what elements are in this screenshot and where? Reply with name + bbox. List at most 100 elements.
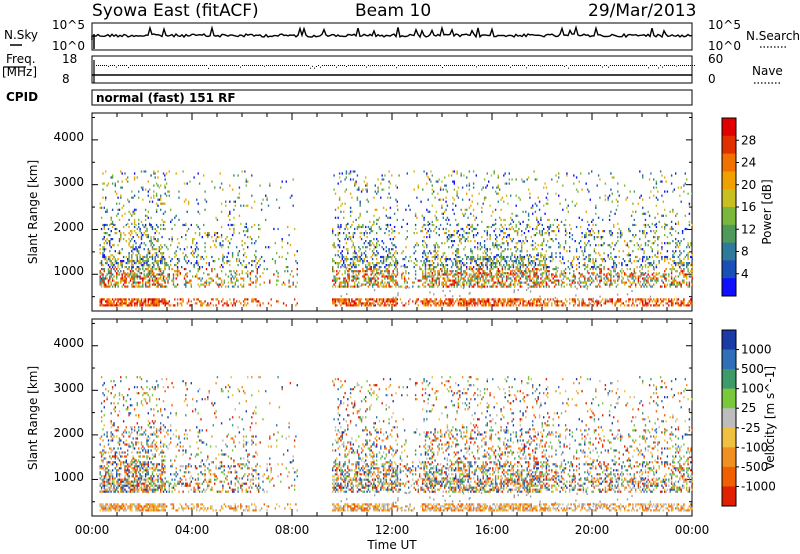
- nave-point: [478, 65, 479, 66]
- echo-cell: [382, 283, 385, 286]
- echo-cell: [334, 300, 337, 303]
- echo-cell: [120, 170, 122, 173]
- echo-cell: [356, 255, 359, 259]
- echo-cell: [422, 275, 424, 278]
- echo-cell: [391, 232, 393, 235]
- echo-cell: [214, 244, 216, 247]
- echo-cell: [147, 194, 149, 197]
- echo-cell: [434, 254, 436, 257]
- echo-cell: [414, 264, 417, 267]
- echo-cell: [457, 222, 460, 225]
- echo-cell: [175, 273, 177, 276]
- echo-cell: [389, 196, 392, 199]
- nave-point: [282, 65, 283, 66]
- echo-cell: [588, 254, 590, 257]
- echo-cell: [402, 218, 404, 221]
- echo-cell: [534, 298, 537, 301]
- nave-point: [414, 65, 415, 66]
- echo-cell: [125, 262, 127, 265]
- echo-cell: [472, 266, 475, 269]
- echo-cell: [600, 236, 602, 239]
- echo-cell: [573, 255, 575, 259]
- echo-cell: [548, 218, 550, 221]
- nave-scale-bottom: 0: [708, 72, 716, 86]
- echo-cell: [125, 300, 127, 303]
- echo-cell: [422, 244, 424, 247]
- echo-cell: [100, 277, 103, 280]
- echo-cell: [486, 225, 488, 229]
- echo-cell: [466, 273, 468, 276]
- echo-cell: [461, 273, 464, 276]
- echo-cell: [128, 225, 130, 229]
- echo-cell: [345, 236, 348, 239]
- echo-cell: [336, 298, 338, 301]
- echo-cell: [455, 260, 457, 263]
- echo-cell: [496, 258, 498, 261]
- echo-cell: [157, 281, 159, 284]
- echo-cell: [343, 232, 345, 235]
- echo-cell: [456, 230, 458, 233]
- echo-cell: [374, 266, 376, 269]
- echo-cell: [563, 302, 565, 305]
- echo-cell: [595, 252, 597, 255]
- echo-cell: [373, 270, 375, 273]
- echo-cell: [427, 264, 429, 267]
- echo-cell: [486, 285, 488, 288]
- echo-cell: [434, 272, 436, 275]
- echo-cell: [592, 262, 594, 265]
- nave-point: [418, 65, 419, 66]
- echo-cell: [492, 298, 494, 301]
- echo-cell: [196, 275, 198, 278]
- echo-cell: [604, 300, 607, 303]
- echo-cell: [359, 204, 361, 207]
- echo-cell: [371, 277, 374, 280]
- echo-cell: [292, 283, 294, 286]
- echo-cell: [493, 300, 495, 303]
- echo-cell: [158, 232, 160, 235]
- nave-point: [616, 65, 617, 66]
- echo-cell: [128, 302, 130, 305]
- echo-cell: [205, 234, 208, 237]
- echo-cell: [477, 273, 479, 276]
- echo-cell: [102, 275, 104, 278]
- echo-cell: [176, 246, 179, 249]
- echo-cell: [143, 255, 145, 259]
- echo-cell: [503, 227, 505, 231]
- echo-cell: [348, 270, 350, 273]
- echo-cell: [110, 275, 112, 278]
- echo-cell: [341, 250, 343, 253]
- echo-cell: [547, 277, 549, 280]
- echo-cell: [463, 214, 465, 217]
- echo-cell: [356, 254, 359, 257]
- echo-cell: [392, 270, 394, 273]
- echo-cell: [102, 304, 104, 307]
- echo-cell: [510, 248, 512, 251]
- nave-point: [416, 65, 417, 66]
- echo-cell: [543, 264, 545, 267]
- echo-cell: [138, 196, 140, 199]
- echo-cell: [431, 184, 433, 187]
- echo-cell: [500, 264, 502, 267]
- echo-cell: [426, 174, 428, 177]
- echo-cell: [139, 302, 141, 305]
- echo-cell: [472, 234, 475, 237]
- echo-cell: [144, 275, 147, 278]
- echo-cell: [262, 272, 264, 275]
- echo-cell: [459, 304, 461, 307]
- echo-cell: [347, 264, 349, 267]
- echo-cell: [336, 304, 338, 307]
- echo-cell: [157, 264, 159, 267]
- echo-cell: [160, 194, 162, 197]
- nave-point: [580, 65, 581, 66]
- echo-cell: [507, 268, 509, 271]
- echo-cell: [365, 270, 367, 273]
- echo-cell: [381, 174, 383, 177]
- echo-cell: [477, 298, 479, 301]
- echo-cell: [424, 285, 427, 288]
- echo-cell: [144, 244, 147, 247]
- echo-cell: [449, 279, 451, 282]
- echo-cell: [233, 227, 235, 231]
- echo-cell: [607, 272, 609, 275]
- echo-cell: [493, 304, 495, 307]
- echo-cell: [338, 227, 341, 231]
